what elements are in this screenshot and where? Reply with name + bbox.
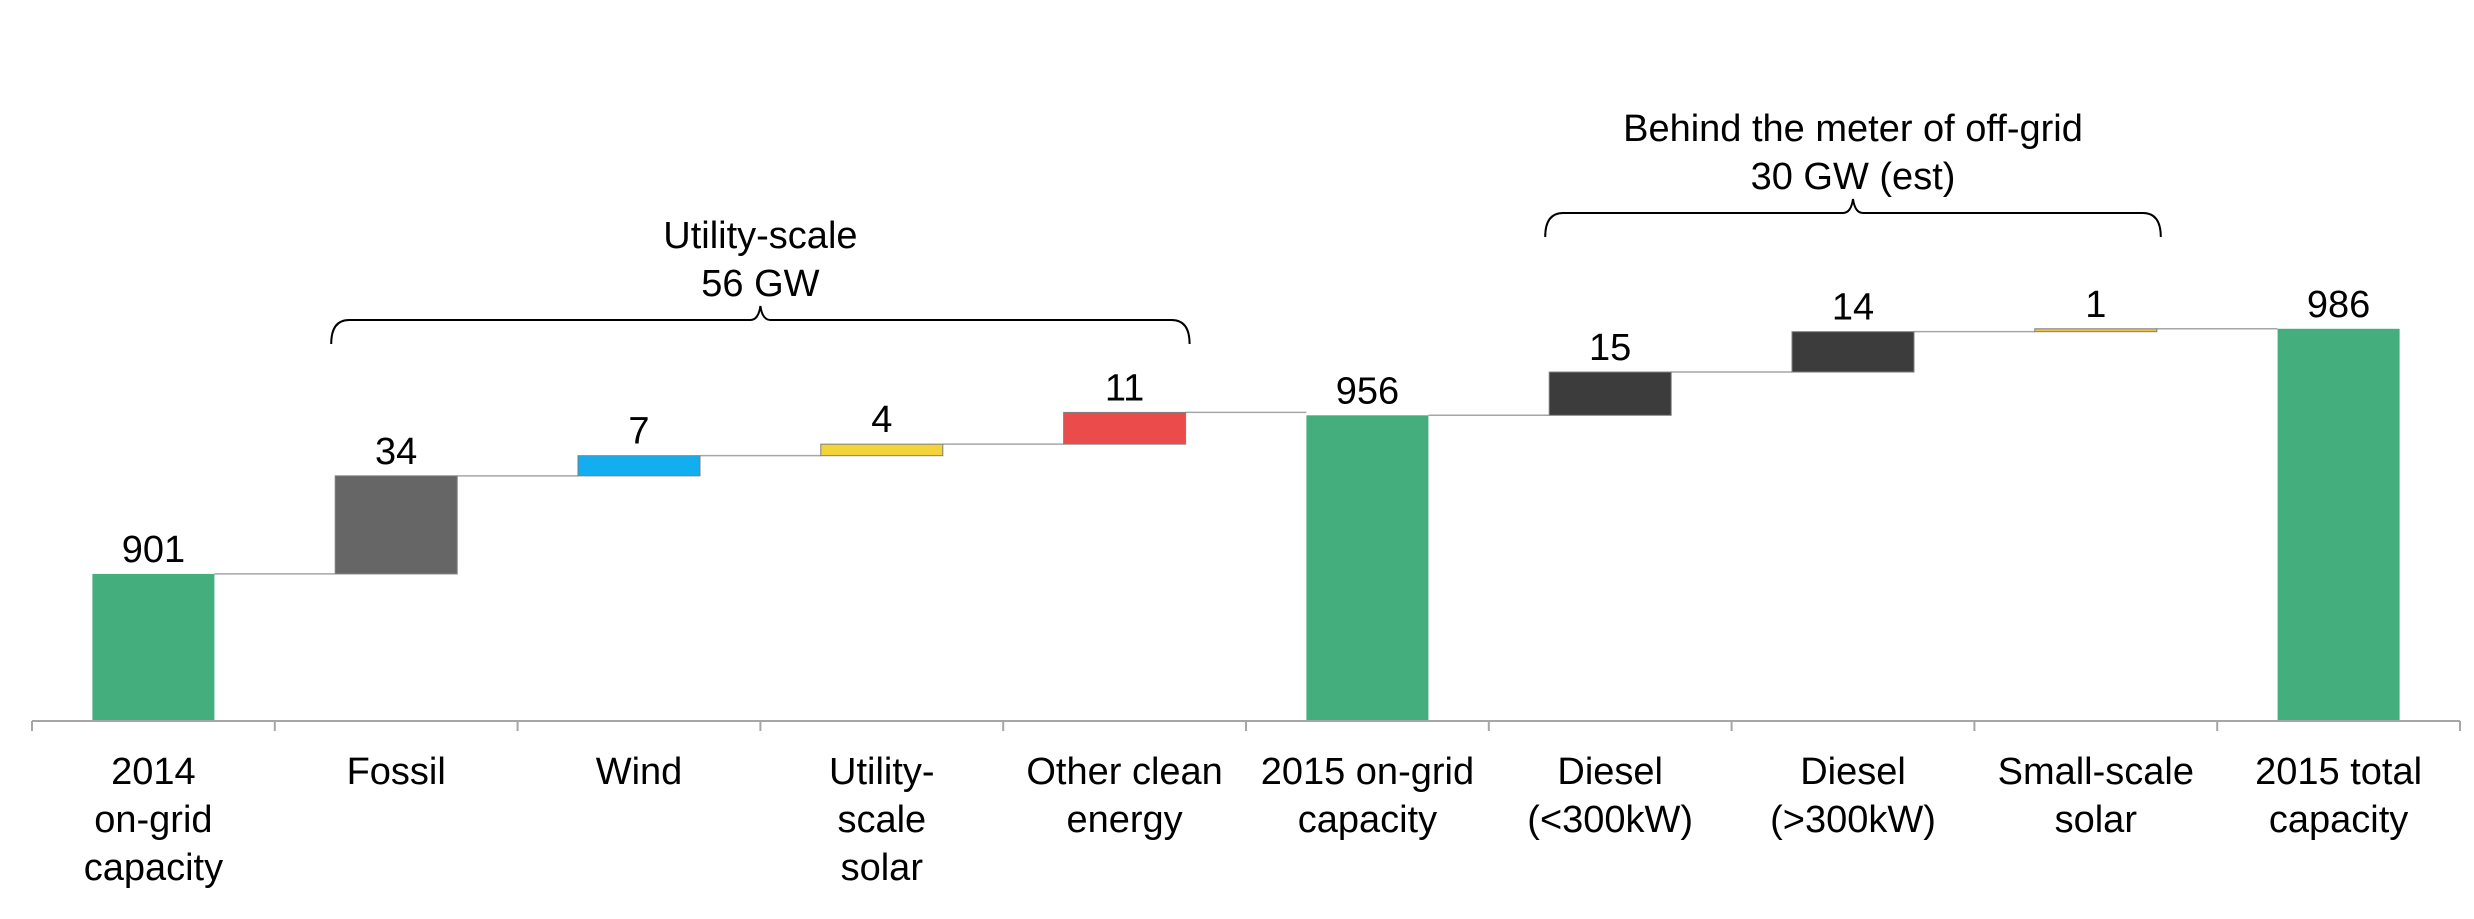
category-label: 2015 total capacity bbox=[2255, 751, 2422, 841]
group-label: Behind the meter of off-grid 30 GW (est) bbox=[1623, 108, 2083, 198]
x-axis bbox=[31, 720, 2461, 731]
bar-3 bbox=[820, 443, 944, 457]
value-label: 34 bbox=[375, 431, 417, 473]
value-labels: 901 34 7 4 11 956 15 14 1 986 bbox=[122, 284, 2371, 571]
category-labels: 2014 on-grid capacity Fossil Wind Utility-sca… bbox=[84, 751, 2422, 889]
category-label: Small-scale solar bbox=[1998, 751, 2194, 841]
category-label: Diesel (<300kW) bbox=[1527, 751, 1693, 841]
bars bbox=[92, 328, 2400, 721]
group-brace bbox=[1544, 198, 2162, 238]
group-label: Utility-scale 56 GW bbox=[663, 215, 857, 305]
category-label: 2015 on-grid capacity bbox=[1261, 751, 1474, 841]
bar-5 bbox=[1306, 415, 1429, 721]
bar-6 bbox=[1548, 371, 1672, 416]
group-brace bbox=[330, 305, 1191, 345]
bar-2 bbox=[577, 455, 701, 477]
bar-4 bbox=[1063, 411, 1187, 445]
category-label: Fossil bbox=[347, 751, 446, 793]
connector-lines bbox=[214, 328, 2278, 575]
category-label: Wind bbox=[596, 751, 683, 793]
value-label: 4 bbox=[871, 399, 892, 441]
value-label: 7 bbox=[628, 411, 649, 453]
bar-8 bbox=[2034, 328, 2158, 333]
category-label: Diesel (>300kW) bbox=[1770, 751, 1936, 841]
group-braces: Utility-scale 56 GW Behind the meter of of… bbox=[330, 108, 2162, 345]
value-label: 11 bbox=[1105, 367, 1144, 409]
value-label: 15 bbox=[1589, 327, 1631, 369]
bar-0 bbox=[92, 573, 215, 721]
bar-7 bbox=[1791, 331, 1915, 373]
value-label: 14 bbox=[1832, 287, 1874, 329]
value-label: 986 bbox=[2307, 284, 2370, 326]
value-label: 901 bbox=[122, 529, 185, 571]
bar-1 bbox=[334, 475, 458, 575]
bar-9 bbox=[2277, 328, 2400, 721]
category-label: Utility-scale solar bbox=[829, 751, 935, 889]
value-label: 1 bbox=[2085, 284, 2106, 326]
value-label: 956 bbox=[1336, 370, 1399, 412]
category-label: 2014 on-grid capacity bbox=[84, 751, 223, 889]
category-label: Other clean energy bbox=[1026, 751, 1222, 841]
